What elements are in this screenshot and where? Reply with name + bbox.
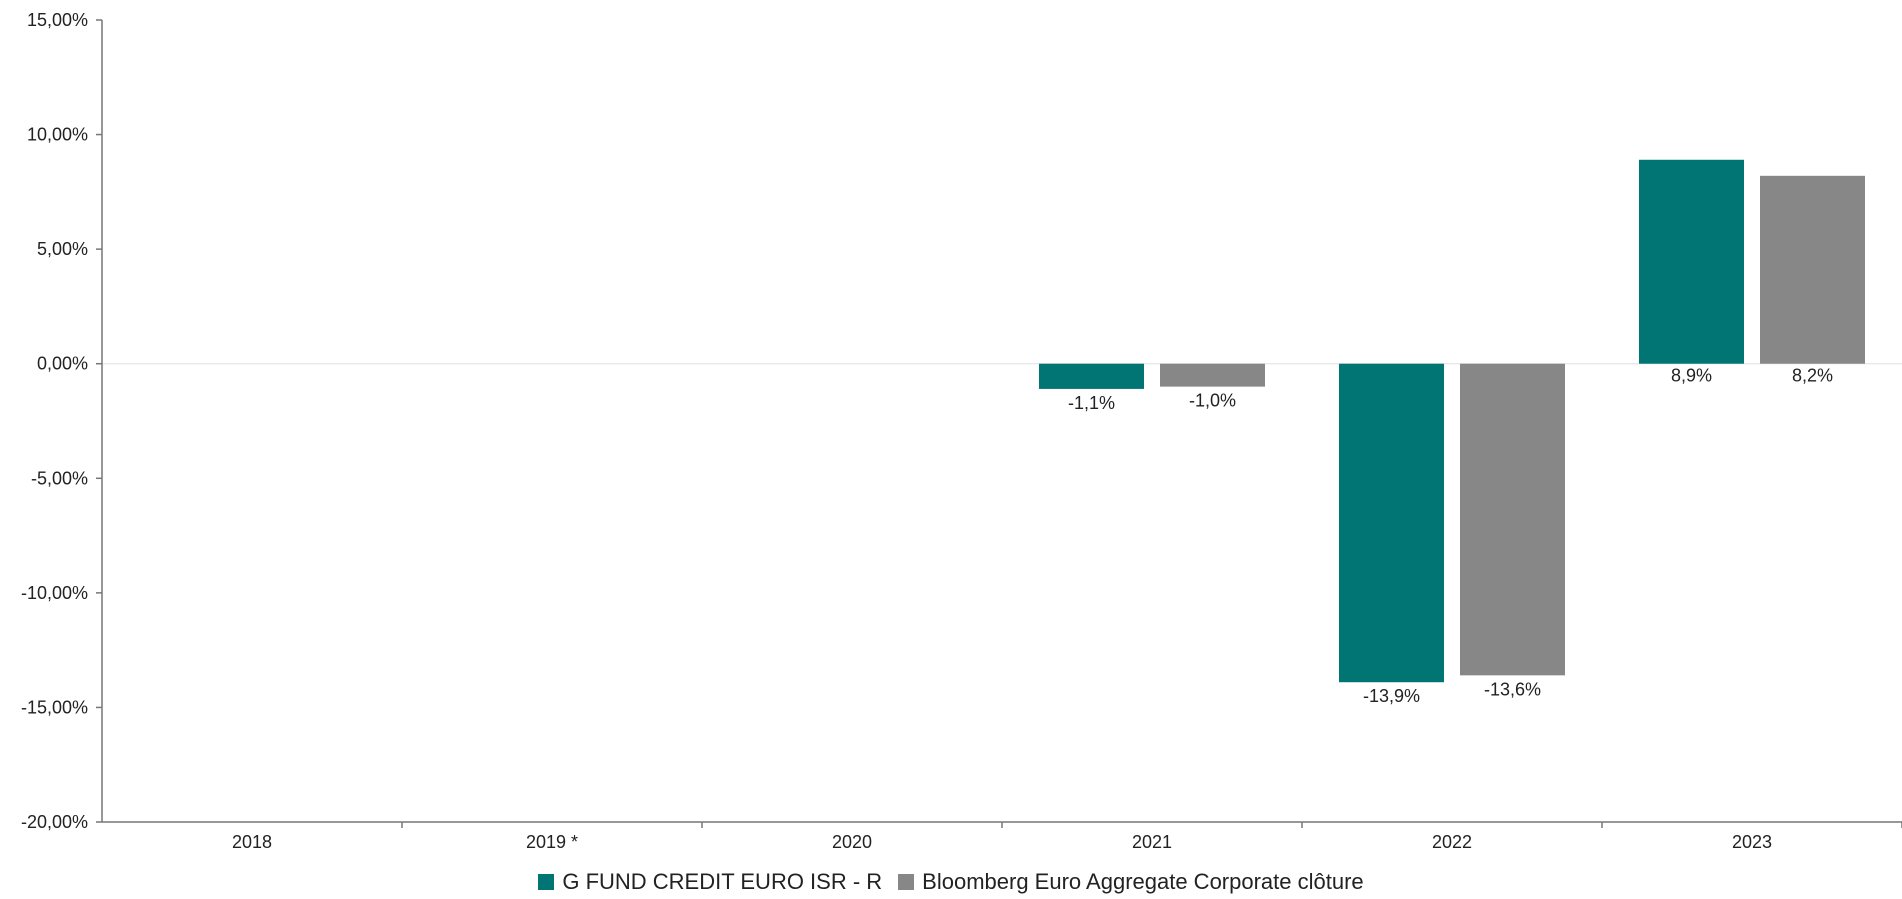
bar-fund (1039, 363, 1144, 389)
y-tick-label: -15,00% (21, 697, 88, 717)
data-label: 8,9% (1671, 366, 1712, 386)
data-label: 8,2% (1792, 366, 1833, 386)
data-label: -13,9% (1363, 686, 1420, 706)
y-axis-ticks: 15,00% 10,00% 5,00% 0,00% -5,00% -10,00% -15,0… (21, 10, 102, 832)
data-labels: -1,1% -13,9% 8,9% -1,0% -13,6% 8,2% (1068, 366, 1833, 707)
y-tick-label: -5,00% (31, 468, 88, 488)
bar-fund (1639, 159, 1744, 364)
data-label: -13,6% (1484, 679, 1541, 699)
bar-chart: 15,00% 10,00% 5,00% 0,00% -5,00% -10,00% -15,0… (21, 10, 1902, 852)
x-axis-ticks: 2018 2019 * 2020 2021 2022 2023 (232, 822, 1902, 852)
bars (1039, 159, 1865, 683)
y-tick-label: -10,00% (21, 583, 88, 603)
data-label: -1,0% (1189, 391, 1236, 411)
y-tick-label: 10,00% (27, 125, 88, 145)
x-tick-label: 2019 * (526, 832, 578, 852)
legend-label-fund: G FUND CREDIT EURO ISR - R (562, 869, 883, 894)
legend-item-benchmark: Bloomberg Euro Aggregate Corporate clôtu… (898, 869, 1364, 895)
y-tick-label: 0,00% (37, 354, 88, 374)
bar-fund (1339, 363, 1444, 683)
x-tick-label: 2022 (1432, 832, 1472, 852)
bar-benchmark (1760, 175, 1865, 364)
y-tick-label: 5,00% (37, 239, 88, 259)
y-tick-label: -20,00% (21, 812, 88, 832)
y-tick-label: 15,00% (27, 10, 88, 30)
data-label: -1,1% (1068, 393, 1115, 413)
x-tick-label: 2021 (1132, 832, 1172, 852)
legend-swatch-benchmark (898, 874, 915, 890)
x-tick-label: 2020 (832, 832, 872, 852)
x-tick-label: 2018 (232, 832, 272, 852)
legend: G FUND CREDIT EURO ISR - R Bloomberg Eur… (0, 866, 1902, 898)
x-tick-label: 2023 (1732, 832, 1772, 852)
bar-benchmark (1160, 363, 1265, 387)
legend-swatch-fund (538, 874, 555, 890)
legend-item-fund: G FUND CREDIT EURO ISR - R (538, 869, 882, 895)
legend-label-benchmark: Bloomberg Euro Aggregate Corporate clôtu… (922, 869, 1364, 894)
bar-benchmark (1460, 363, 1565, 676)
